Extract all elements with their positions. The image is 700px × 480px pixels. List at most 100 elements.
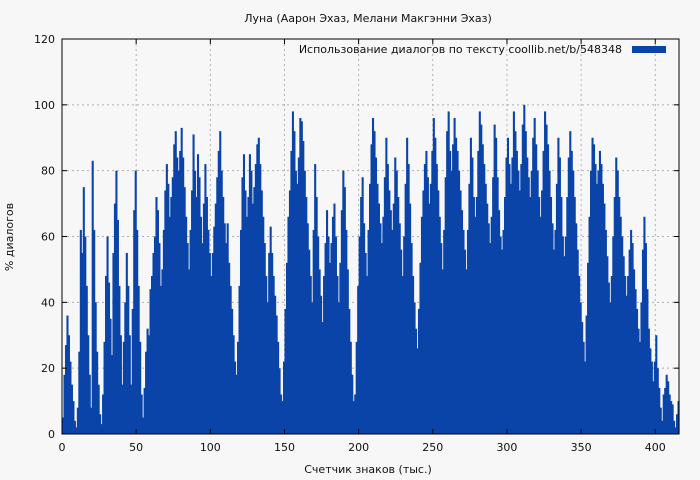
bar <box>327 236 330 434</box>
bar <box>196 154 200 434</box>
bar <box>185 216 188 434</box>
bar <box>93 229 96 434</box>
x-tick-label: 50 <box>129 441 143 454</box>
x-axis-label: Счетчик знаков (тыс.) <box>304 463 432 476</box>
bar <box>158 243 161 434</box>
bar <box>567 157 570 434</box>
bar <box>90 407 93 434</box>
legend-series-label: Использование диалогов по тексту coollib… <box>299 43 622 56</box>
bar <box>610 276 613 434</box>
bar <box>391 229 394 434</box>
bar <box>406 137 409 434</box>
bar <box>633 269 636 434</box>
bar <box>352 401 355 434</box>
bar <box>446 131 449 435</box>
bar <box>191 190 194 434</box>
bar <box>619 216 622 434</box>
bar <box>480 124 483 434</box>
bar <box>81 252 84 434</box>
bar <box>324 243 327 434</box>
bar <box>266 302 269 434</box>
bar <box>254 164 257 434</box>
bar <box>201 243 204 434</box>
bar <box>211 252 214 434</box>
bar <box>259 164 262 434</box>
bar <box>85 285 88 435</box>
bar <box>517 170 520 435</box>
bar <box>194 170 197 435</box>
bar <box>420 216 424 434</box>
bar <box>257 137 260 434</box>
bar <box>75 427 78 434</box>
bar <box>173 144 176 434</box>
y-tick-label: 0 <box>48 428 55 441</box>
bar <box>529 197 532 434</box>
bar <box>415 328 418 434</box>
bar <box>220 170 223 435</box>
bar <box>302 141 305 435</box>
bar <box>564 236 567 434</box>
bar <box>377 203 380 434</box>
bar <box>320 295 323 434</box>
bar <box>355 341 358 434</box>
bar <box>275 315 278 434</box>
bar <box>216 177 219 434</box>
bar <box>603 203 606 434</box>
bar <box>263 243 266 434</box>
bar <box>486 203 489 434</box>
bar <box>265 276 268 434</box>
bar <box>87 335 90 434</box>
bar <box>607 282 610 434</box>
y-tick-label: 40 <box>41 296 55 309</box>
bar <box>505 157 508 434</box>
legend-swatch <box>632 46 666 53</box>
bar <box>472 197 475 434</box>
bar <box>241 177 244 434</box>
ticks-layer: 0 20 40 60 80 100 120 0 50 100 150 200 250 300 350 400 <box>34 33 679 454</box>
bar <box>226 223 229 434</box>
bar <box>665 374 668 434</box>
bar <box>547 144 550 434</box>
bar <box>407 164 410 434</box>
bar <box>582 341 585 434</box>
bar <box>315 197 318 434</box>
bar <box>652 381 655 434</box>
bar <box>670 401 673 434</box>
bar <box>84 236 87 434</box>
bar <box>369 183 372 434</box>
bar <box>91 160 94 435</box>
bar <box>280 394 283 434</box>
bar <box>253 187 256 435</box>
bar <box>140 394 143 434</box>
bar <box>251 203 254 434</box>
bar <box>349 341 352 434</box>
bar <box>612 236 615 434</box>
bar <box>284 308 287 434</box>
bar <box>380 243 383 434</box>
bar <box>624 276 627 434</box>
bar <box>306 223 309 434</box>
bar <box>563 256 566 434</box>
bar <box>502 229 505 434</box>
x-tick-label: 150 <box>274 441 295 454</box>
bar <box>183 187 186 435</box>
bar <box>622 256 625 434</box>
bar <box>423 164 426 434</box>
bar <box>351 374 354 434</box>
bar <box>483 164 486 434</box>
bar <box>592 144 596 434</box>
bar <box>337 302 340 434</box>
bar <box>585 315 588 434</box>
bar <box>591 137 594 434</box>
bar <box>256 144 259 434</box>
bar <box>388 190 391 434</box>
bar <box>167 183 170 434</box>
bar <box>229 285 232 435</box>
bar <box>532 137 535 434</box>
bar <box>469 137 472 434</box>
bar <box>379 223 382 434</box>
bar <box>248 154 251 434</box>
bar <box>530 170 533 435</box>
bar <box>647 328 650 434</box>
